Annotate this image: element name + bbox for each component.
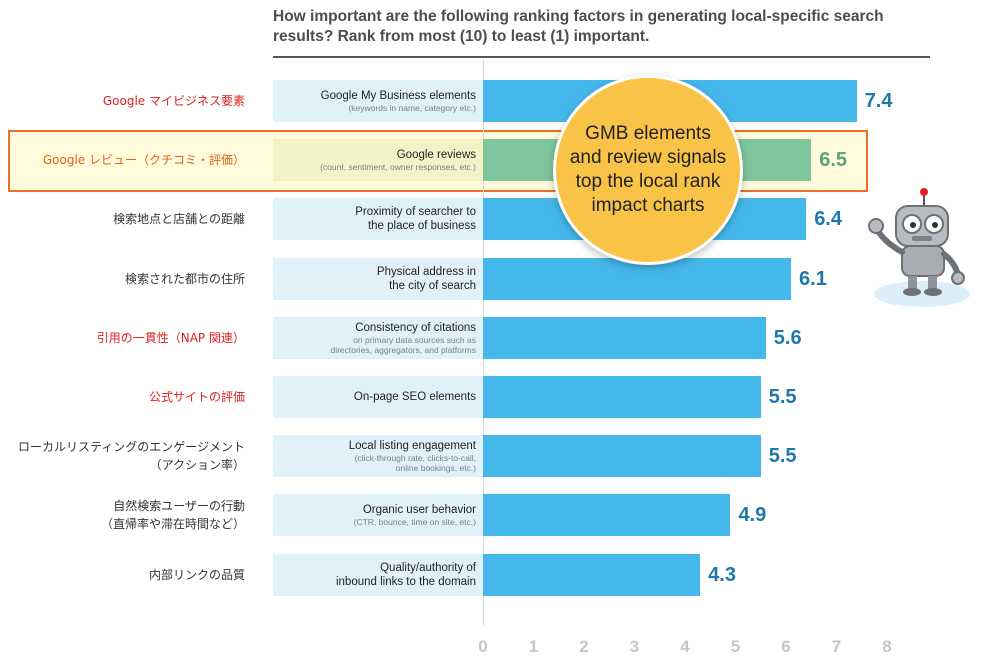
x-tick-label: 2 [579, 637, 589, 656]
chart-title: How important are the following ranking … [273, 8, 884, 45]
x-tick-label: 7 [831, 637, 842, 656]
category-label: Local listing engagement (click-through r… [273, 435, 483, 477]
category-label: Google reviews (count, sentiment, owner r… [273, 139, 483, 181]
x-tick-label: 8 [882, 637, 892, 656]
x-tick-label: 1 [528, 637, 539, 656]
value-label: 5.5 [768, 445, 797, 467]
x-tick-label: 3 [629, 637, 640, 656]
category-label: Google My Business elements (keywords in … [273, 80, 483, 122]
category-subtitle: (CTR, bounce, time on site, etc.) [353, 517, 476, 527]
jp-label: 内部リンクの品質 [148, 568, 245, 582]
value-label: 7.4 [864, 90, 893, 112]
category-label: Physical address in the city of search [273, 258, 483, 300]
value-label: 5.5 [768, 386, 797, 408]
jp-label: 検索地点と店舗との距離 [113, 212, 245, 226]
value-label: 6.4 [814, 208, 842, 230]
bar [483, 317, 766, 359]
jp-label: ローカルリスティングのエンゲージメント （アクション率） [17, 440, 245, 472]
value-label: 6.5 [819, 149, 848, 171]
category-name: Consistency of citations [355, 322, 476, 334]
callout-bubble: GMB elements and review signals top the … [553, 75, 743, 265]
bar [483, 258, 792, 300]
value-label: 4.9 [738, 504, 767, 526]
category-name: Google My Business elements [320, 90, 476, 102]
bar [483, 376, 761, 418]
category-subtitle: (keywords in name, category etc.) [348, 103, 476, 113]
category-label: Quality/authority of inbound links to th… [273, 554, 483, 596]
category-subtitle: (click-through rate, clicks-to-call, onl… [354, 453, 476, 473]
category-name: On-page SEO elements [353, 391, 476, 403]
jp-label: 検索された都市の住所 [124, 272, 245, 286]
category-name: Physical address in the city of search [376, 266, 476, 292]
value-label: 4.3 [708, 564, 736, 586]
category-name: Organic user behavior [362, 504, 476, 516]
category-name: Google reviews [396, 149, 476, 161]
category-label: Consistency of citations on primary data … [273, 317, 483, 359]
robot-mascot-icon [868, 188, 970, 307]
title-divider [273, 56, 930, 58]
category-name: Quality/authority of inbound links to th… [335, 562, 476, 588]
category-name: Local listing engagement [348, 440, 476, 452]
callout-text: GMB elements and review signals top the … [569, 123, 727, 216]
x-tick-label: 0 [478, 637, 488, 656]
value-label: 6.1 [799, 268, 827, 290]
category-label: Proximity of searcher to the place of bu… [273, 198, 483, 240]
jp-label: 自然検索ユーザーの行動 （直帰率や滞在時間など） [100, 499, 245, 531]
category-name: Proximity of searcher to the place of bu… [355, 206, 476, 232]
category-subtitle: (count, sentiment, owner responses, etc.… [320, 162, 476, 172]
bar [483, 435, 761, 477]
x-tick-label: 5 [730, 637, 741, 656]
jp-label: 公式サイトの評価 [148, 390, 245, 404]
bar [483, 554, 701, 596]
jp-label: Google レビュー（クチコミ・評価） [42, 153, 245, 167]
category-label: Organic user behavior (CTR, bounce, time … [273, 494, 483, 536]
x-tick-label: 4 [680, 637, 690, 656]
category-label: On-page SEO elements [273, 376, 483, 418]
value-label: 5.6 [773, 327, 802, 349]
bar [483, 494, 731, 536]
jp-label: Google マイビジネス要素 [102, 94, 245, 108]
category-subtitle: on primary data sources such as director… [330, 335, 476, 355]
x-tick-label: 6 [781, 637, 791, 656]
jp-label: 引用の一貫性（NAP 関連） [96, 331, 245, 345]
